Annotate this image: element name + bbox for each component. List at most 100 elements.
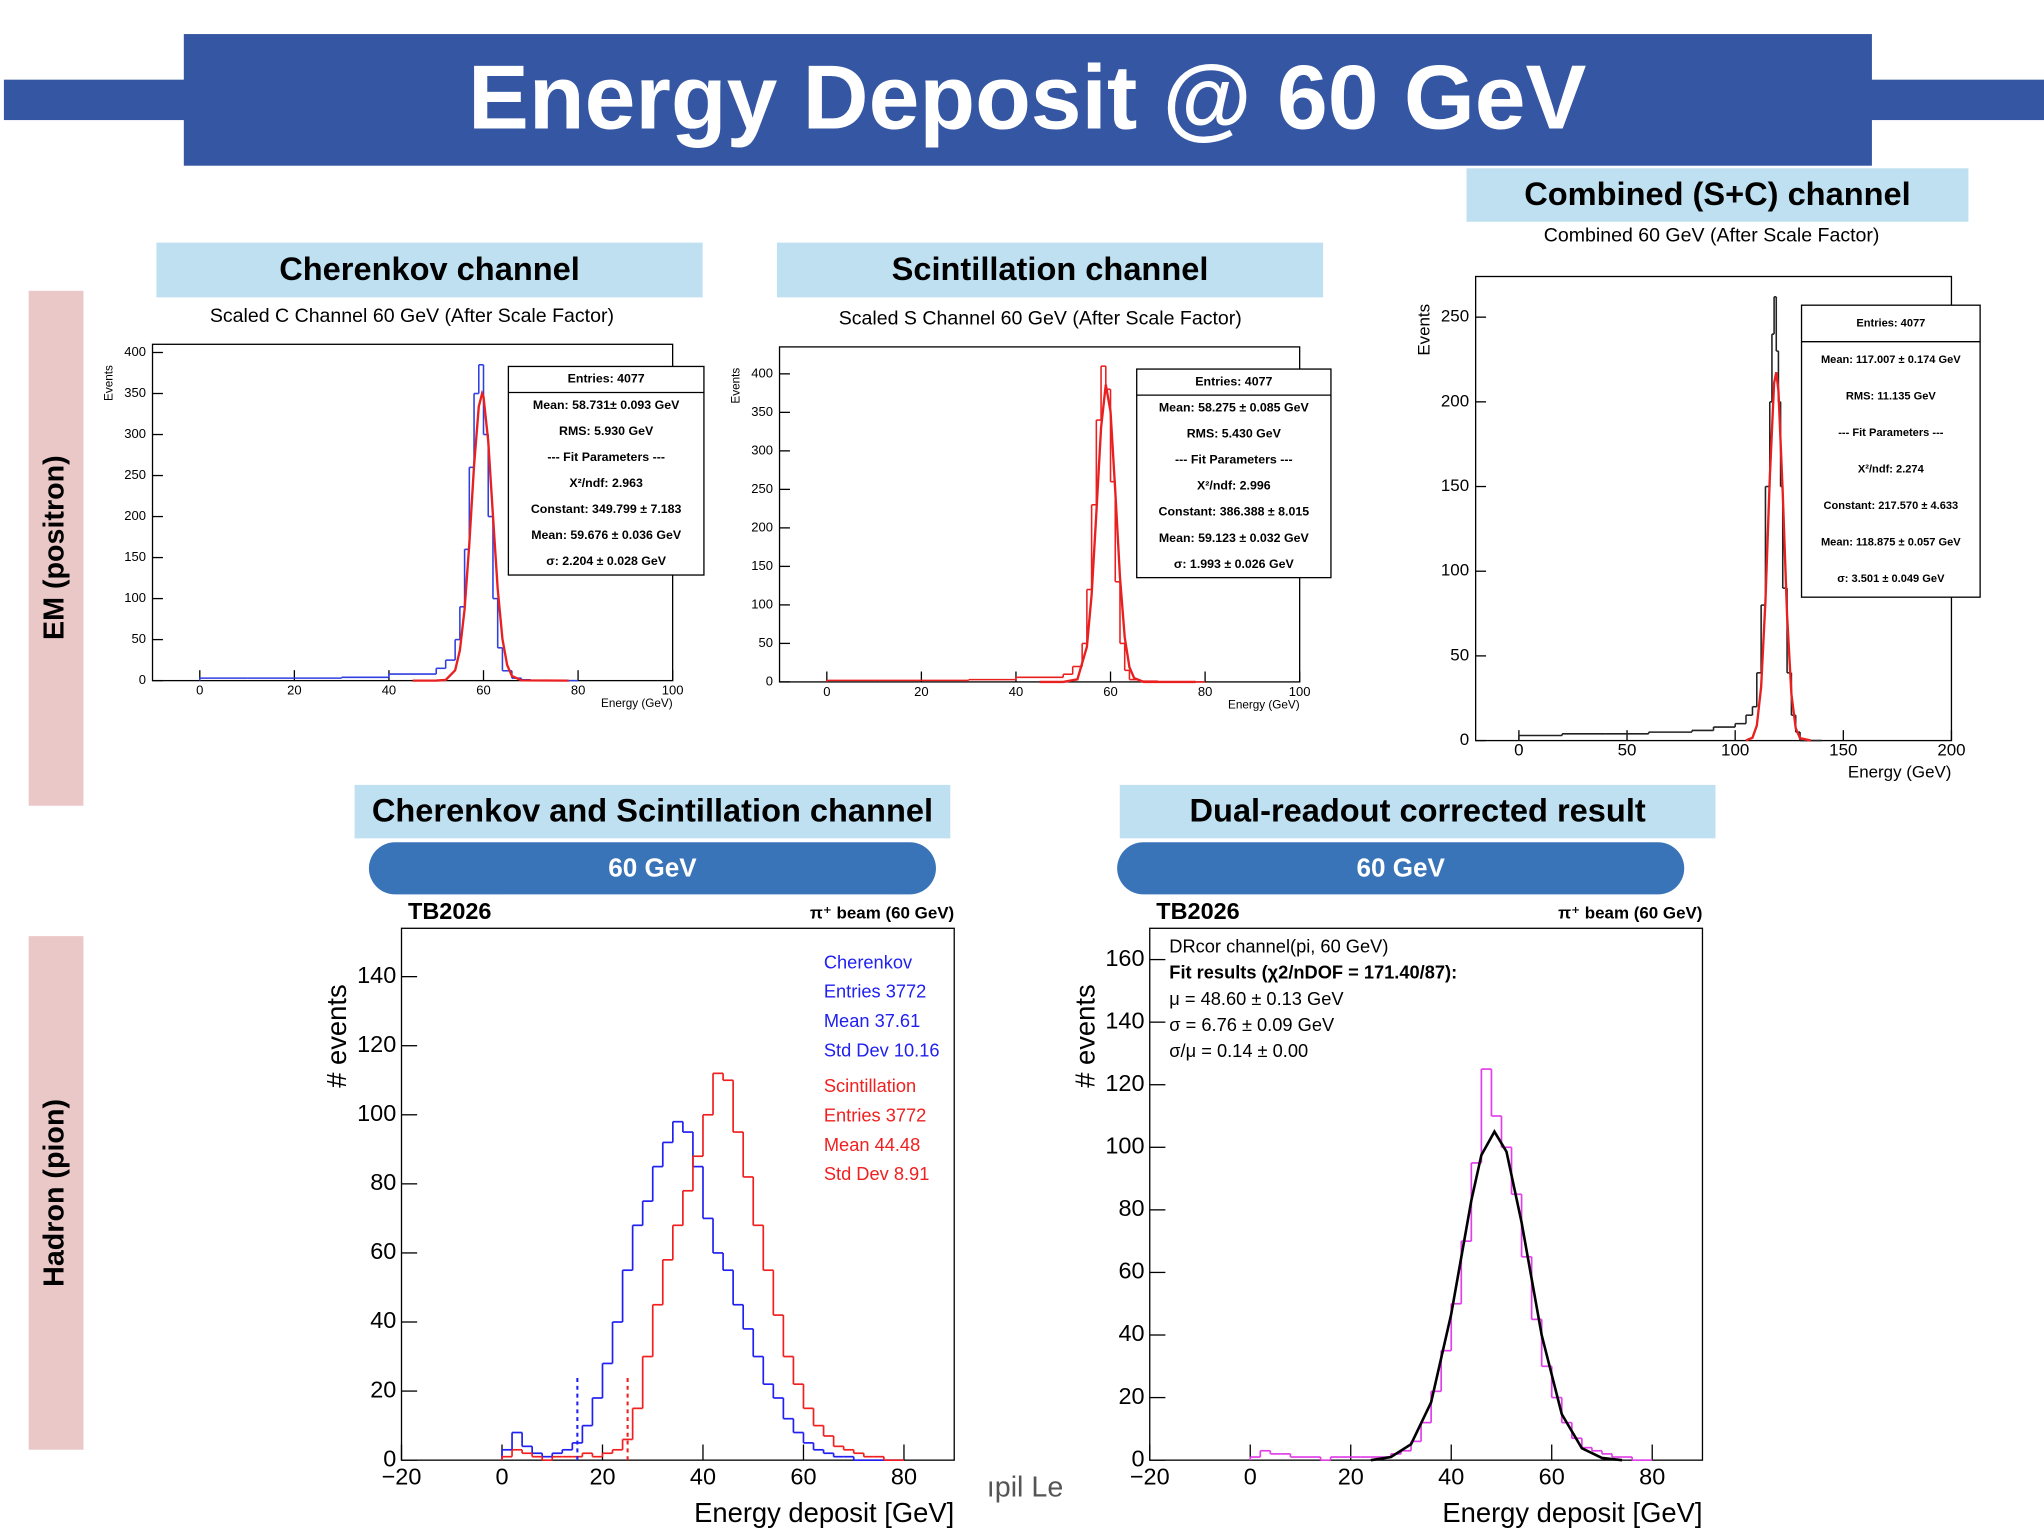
- y-tick-label: 80: [1118, 1195, 1144, 1221]
- x-tick-label: 0: [196, 682, 203, 697]
- y-tick-label: 300: [751, 442, 773, 457]
- y-axis-label: Events: [103, 365, 116, 401]
- panel-title: Scintillation channel: [892, 251, 1209, 287]
- x-tick-label: −20: [1130, 1464, 1170, 1490]
- x-tick-label: 40: [382, 682, 396, 697]
- stats-line: Constant: 217.570 ± 4.633: [1823, 500, 1958, 512]
- stats-line: Entries: 4077: [1195, 374, 1272, 388]
- fit-curve: [1370, 1129, 1623, 1462]
- x-tick-label: 0: [823, 684, 830, 699]
- y-tick-label: 50: [759, 635, 773, 650]
- energy-badge-label: 60 GeV: [608, 853, 697, 883]
- y-tick-label: 50: [132, 631, 146, 646]
- panel-title-box: [354, 784, 951, 839]
- stats-line: Mean: 117.007 ± 0.174 GeV: [1821, 354, 1961, 366]
- y-tick-label: 350: [124, 385, 146, 400]
- stats-line: X²/ndf: 2.996: [1197, 479, 1271, 493]
- y-tick-label: 150: [1441, 476, 1469, 495]
- legend-entry: Cherenkov: [824, 951, 913, 972]
- y-tick-label: 50: [1450, 645, 1469, 664]
- y-tick-label: 100: [1441, 561, 1469, 580]
- stats-box: [507, 365, 705, 576]
- x-tick-label: −20: [382, 1464, 422, 1490]
- plot-frame: [1149, 927, 1704, 1461]
- y-tick-label: 100: [751, 596, 773, 611]
- x-tick-label: 100: [662, 682, 684, 697]
- stats-line: Mean: 118.875 ± 0.057 GeV: [1821, 536, 1961, 548]
- slide-title: Energy Deposit @ 60 GeV: [468, 47, 1587, 149]
- stats-line: Mean: 59.123 ± 0.032 GeV: [1159, 531, 1310, 545]
- y-tick-label: 150: [751, 558, 773, 573]
- y-tick-label: 40: [370, 1307, 396, 1333]
- x-tick-label: 40: [690, 1464, 716, 1490]
- y-tick-label: 100: [124, 590, 146, 605]
- x-tick-label: 40: [1438, 1464, 1464, 1490]
- y-tick-label: 40: [1118, 1320, 1144, 1346]
- x-tick-label: 0: [495, 1464, 508, 1490]
- panel-title-box: [1466, 168, 1969, 222]
- y-axis-label: Events: [730, 368, 743, 404]
- x-tick-label: 60: [790, 1464, 816, 1490]
- y-tick-label: 100: [357, 1100, 396, 1126]
- panel-title-box: [156, 242, 703, 298]
- y-tick-label: 0: [1131, 1445, 1144, 1471]
- x-tick-label: 40: [1009, 684, 1023, 699]
- y-tick-label: 160: [1105, 945, 1144, 971]
- stats-line: σ: 1.993 ± 0.026 GeV: [1174, 557, 1295, 571]
- y-tick-label: 120: [1105, 1070, 1144, 1096]
- y-tick-label: 100: [1105, 1132, 1144, 1158]
- x-tick-label: 60: [1103, 684, 1117, 699]
- x-axis-label: Energy (GeV): [601, 697, 673, 710]
- x-tick-label: 20: [287, 682, 301, 697]
- legend-stat: Entries 3772: [824, 1104, 926, 1125]
- fit-annotation: μ = 48.60 ± 0.13 GeV: [1169, 988, 1344, 1009]
- y-tick-label: 400: [751, 365, 773, 380]
- plot-frame: [400, 927, 955, 1461]
- energy-badge: [368, 842, 936, 895]
- panel-title: Dual-readout corrected result: [1190, 793, 1646, 829]
- x-axis-label: Energy (GeV): [1228, 698, 1300, 711]
- x-tick-label: 80: [891, 1464, 917, 1490]
- panel-title: Cherenkov channel: [279, 251, 580, 287]
- experiment-label: TB2026: [1156, 898, 1239, 924]
- y-tick-label: 200: [124, 508, 146, 523]
- legend-stat: Mean 44.48: [824, 1134, 920, 1155]
- legend-stat: Mean 37.61: [824, 1010, 920, 1031]
- legend-entry: Scintillation: [824, 1075, 916, 1096]
- fit-annotation: Fit results (χ2/nDOF = 171.40/87):: [1169, 962, 1457, 983]
- y-tick-label: 400: [124, 344, 146, 359]
- stats-line: σ: 2.204 ± 0.028 GeV: [546, 554, 667, 568]
- fit-annotation: σ = 6.76 ± 0.09 GeV: [1169, 1014, 1335, 1035]
- section-band: [28, 290, 84, 806]
- y-tick-label: 20: [1118, 1383, 1144, 1409]
- panel-title: Cherenkov and Scintillation channel: [372, 793, 933, 829]
- fit-annotation: DRcor channel(pi, 60 GeV): [1169, 936, 1388, 957]
- y-tick-label: 80: [370, 1169, 396, 1195]
- y-tick-label: 0: [1460, 730, 1469, 749]
- energy-badge-label: 60 GeV: [1356, 853, 1445, 883]
- x-tick-label: 60: [1539, 1464, 1565, 1490]
- y-tick-label: 0: [139, 672, 146, 687]
- y-tick-label: 140: [1105, 1007, 1144, 1033]
- stats-box: [1800, 304, 1981, 598]
- fit-curve: [1745, 371, 1812, 742]
- x-tick-label: 80: [1198, 684, 1212, 699]
- x-tick-label: 60: [476, 682, 490, 697]
- panel-title: Combined (S+C) channel: [1524, 176, 1910, 212]
- x-tick-label: 20: [914, 684, 928, 699]
- stats-line: --- Fit Parameters ---: [1838, 427, 1944, 439]
- beam-label: π⁺ beam (60 GeV): [1558, 903, 1702, 922]
- legend-stat: Std Dev 10.16: [824, 1039, 940, 1060]
- x-axis-label: Energy deposit [GeV]: [694, 1497, 954, 1528]
- y-tick-label: 120: [357, 1031, 396, 1057]
- x-tick-label: 20: [1338, 1464, 1364, 1490]
- y-axis-label: # events: [1069, 984, 1100, 1087]
- fit-curve: [1039, 384, 1196, 684]
- stats-line: --- Fit Parameters ---: [1175, 453, 1293, 467]
- panel-title-box: [1119, 784, 1716, 839]
- y-axis-label: # events: [321, 984, 352, 1087]
- x-tick-label: 0: [1244, 1464, 1257, 1490]
- chart-subtitle: Combined 60 GeV (After Scale Factor): [1544, 224, 1880, 246]
- stats-line: X²/ndf: 2.963: [569, 476, 643, 490]
